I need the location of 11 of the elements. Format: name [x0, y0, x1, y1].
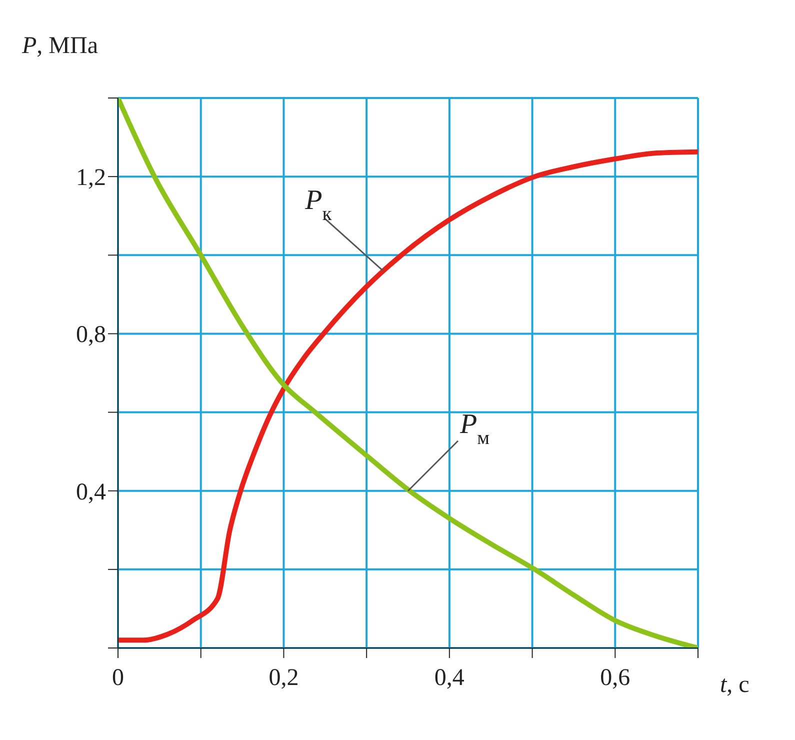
y-axis-title: P, МПа — [21, 33, 98, 59]
annotation: P$_{к}$ — [304, 184, 332, 224]
y-tick-label: 0,8 — [76, 322, 106, 348]
y-tick-label: 1,2 — [76, 165, 106, 192]
y-tick-label: 0,4 — [76, 479, 106, 506]
x-tick-label: 0,4 — [434, 665, 464, 692]
x-tick-label: 0 — [112, 665, 124, 692]
x-tick-label: 0,6 — [600, 665, 630, 692]
annotation: P$_{м}$ — [459, 408, 490, 448]
x-tick-label: 0,2 — [268, 665, 299, 692]
x-axis-title: t, с — [720, 672, 750, 698]
